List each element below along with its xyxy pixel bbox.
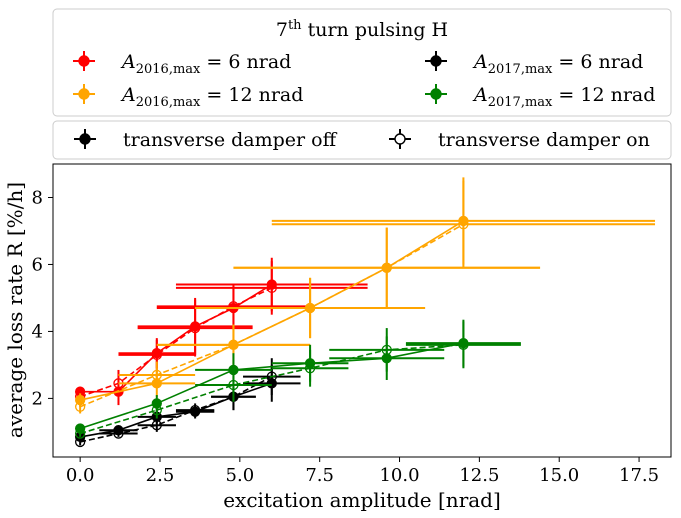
x-tick-label: 10.0 — [379, 465, 419, 486]
legend-top-frame — [52, 8, 672, 117]
data-point — [266, 371, 277, 382]
data-point — [304, 363, 316, 374]
y-tick-label: 4 — [32, 321, 43, 342]
data-point — [189, 322, 201, 334]
data-point — [151, 349, 162, 361]
data-point — [381, 262, 392, 273]
series-line — [79, 287, 273, 398]
series-2 — [74, 177, 656, 407]
series-line — [80, 382, 273, 438]
legend-marker-point — [430, 55, 442, 67]
data-point — [304, 302, 316, 314]
series-1 — [74, 261, 368, 402]
x-tick-label: 12.5 — [459, 465, 499, 486]
legend-marker-point — [430, 88, 442, 100]
y-tick-label: 8 — [32, 187, 43, 208]
x-tick-label: 0.0 — [66, 465, 95, 486]
legend-bottom-entry: transverse damper on — [389, 129, 650, 151]
data-point — [151, 369, 162, 381]
legend-top-entry-label: A2016,max = 12 nrad — [120, 84, 303, 110]
legend-marker-point — [394, 133, 406, 145]
data-point — [151, 420, 162, 431]
series-line — [79, 375, 273, 443]
plot-frame — [52, 163, 672, 458]
data-point — [151, 404, 162, 416]
legend-bottom-entry-label: transverse damper on — [438, 129, 650, 151]
data-point — [228, 301, 239, 312]
data-point — [113, 428, 124, 439]
y-tick-label: 6 — [32, 254, 43, 275]
legend-bottom: transverse damper off transverse damper o… — [52, 120, 672, 160]
data-point — [189, 404, 201, 416]
data-point — [74, 401, 86, 412]
x-tick-label: 7.5 — [305, 465, 334, 486]
y-tick-label: 2 — [32, 388, 43, 409]
legend-bottom-frame — [52, 120, 672, 160]
legend-top-entry: A2016,max = 12 nrad — [73, 84, 303, 110]
series-line — [79, 344, 464, 435]
legend-top-entry-label: A2017,max = 6 nrad — [472, 51, 643, 77]
x-tick-label: 5.0 — [226, 465, 255, 486]
series-line — [79, 342, 464, 430]
plot-area: 0.0 2.5 5.0 7.5 10.0 12.5 15.0 17.5 2 4 6 8 — [32, 163, 672, 486]
legend-marker-point — [79, 133, 91, 145]
series-7 — [74, 321, 521, 439]
legend-top-entry: A2017,max = 6 nrad — [425, 51, 643, 77]
series-3 — [74, 180, 656, 414]
x-tick-label: 15.0 — [539, 465, 579, 486]
x-tick-label: 17.5 — [619, 465, 659, 486]
legend-top-entry-label: A2016,max = 6 nrad — [120, 51, 291, 77]
data-point — [458, 219, 469, 230]
legend-top-entry: A2016,max = 6 nrad — [73, 51, 291, 77]
legend-top-entry-label: A2017,max = 12 nrad — [472, 84, 655, 110]
legend-bottom-entry: transverse damper off — [74, 129, 338, 151]
data-point — [228, 339, 239, 350]
x-axis-label: excitation amplitude [nrad] — [223, 488, 501, 512]
data-point — [228, 379, 239, 391]
legend-top-entry: A2017,max = 12 nrad — [425, 84, 655, 110]
legend-top: 7th turn pulsing H A2016,max = 6 nrad A20… — [52, 8, 672, 117]
x-tick-label: 2.5 — [146, 465, 175, 486]
legend-marker-point — [78, 55, 90, 67]
legend-marker-point — [78, 88, 90, 100]
data-point — [381, 344, 392, 355]
series-line — [79, 223, 464, 408]
legend-top-title: 7th turn pulsing H — [276, 18, 448, 41]
data-point — [458, 339, 469, 350]
data-point — [74, 428, 86, 439]
legend-bottom-entry-label: transverse damper off — [123, 129, 338, 151]
data-point — [266, 282, 277, 294]
y-axis-label: average loss rate R [%/h] — [3, 182, 27, 438]
series-5 — [74, 358, 301, 448]
